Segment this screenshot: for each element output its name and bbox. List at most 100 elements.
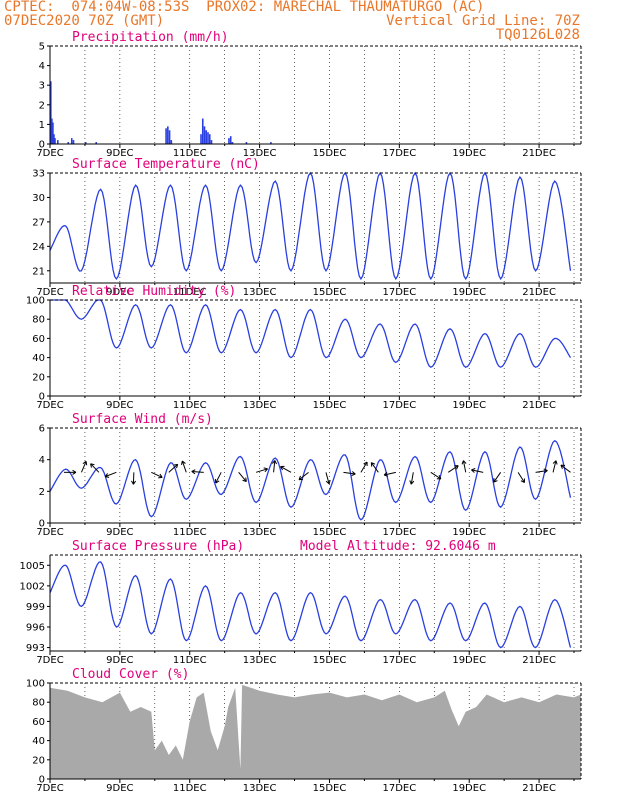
y-tick-label: 1002: [20, 581, 45, 592]
header-model-code: TQ0126L028: [495, 27, 580, 43]
y-tick-label: 20: [32, 755, 45, 766]
wind-arrow-head: [191, 469, 196, 475]
wind-arrow: [151, 471, 163, 478]
x-tick-label: 7DEC: [36, 287, 63, 298]
y-tick-label: 60: [32, 717, 45, 728]
y-tick-label: 2: [39, 100, 45, 111]
x-tick-label: 17DEC: [382, 655, 416, 666]
wind-arrow-head: [131, 480, 137, 485]
wind-arrow-head: [280, 465, 285, 471]
wind-arrow-head: [82, 460, 88, 466]
x-tick-label: 7DEC: [36, 783, 63, 794]
y-tick-label: 27: [32, 217, 45, 228]
header-station-line: CPTEC: 074:04W-08:53S PROX02: MARECHAL T…: [4, 0, 485, 15]
wind-arrow-head: [493, 478, 498, 483]
y-tick-label: 40: [32, 353, 45, 364]
x-tick-label: 21DEC: [522, 655, 556, 666]
x-tick-label: 11DEC: [173, 527, 207, 538]
x-tick-label: 13DEC: [243, 527, 277, 538]
wind-arrow: [560, 464, 571, 473]
precip-bar: [200, 134, 202, 144]
wind-arrow-head: [72, 469, 77, 475]
y-tick-label: 30: [32, 193, 45, 204]
wind-arrow-head: [298, 475, 304, 481]
x-tick-label: 21DEC: [522, 400, 556, 411]
y-tick-label: 4: [39, 61, 45, 72]
x-tick-label: 9DEC: [106, 783, 133, 794]
y-tick-label: 2: [39, 487, 45, 498]
wind-arrow-head: [520, 478, 525, 483]
panel-title-temperature: Surface Temperature (nC): [72, 157, 260, 172]
x-tick-label: 15DEC: [313, 783, 347, 794]
x-tick-label: 15DEC: [313, 148, 347, 159]
wind-arrow: [325, 472, 330, 485]
x-tick-label: 17DEC: [382, 287, 416, 298]
precip-bar: [208, 134, 211, 144]
y-tick-label: 0: [39, 392, 45, 403]
x-tick-label: 7DEC: [36, 527, 63, 538]
wind-arrow-head: [272, 460, 277, 465]
y-tick-label: 80: [32, 315, 45, 326]
precip-bar: [231, 142, 234, 144]
x-tick-label: 13DEC: [243, 655, 277, 666]
panel-title-pressure: Surface Pressure (hPa): [72, 539, 244, 554]
x-tick-label: 9DEC: [106, 287, 133, 298]
wind-arrow-head: [383, 471, 389, 477]
wind-arrow: [370, 462, 379, 473]
wind-arrow: [360, 461, 368, 473]
wind-arrow: [191, 470, 204, 473]
x-tick-label: 13DEC: [243, 400, 277, 411]
wind-arrow-head: [461, 460, 467, 465]
wind-arrow: [181, 460, 187, 473]
y-tick-label: 33: [32, 169, 45, 180]
y-tick-label: 80: [32, 698, 45, 709]
precip-bar: [229, 136, 232, 144]
wind-arrow: [280, 466, 292, 473]
x-tick-label: 7DEC: [36, 400, 63, 411]
y-tick-label: 100: [26, 679, 45, 690]
y-tick-label: 0: [39, 519, 45, 530]
x-tick-label: 15DEC: [313, 287, 347, 298]
x-tick-label: 11DEC: [173, 400, 207, 411]
wind-arrow-head: [242, 477, 247, 482]
y-tick-label: 1005: [20, 561, 45, 572]
precip-bar: [245, 142, 248, 144]
wind-arrow: [517, 472, 525, 483]
x-tick-label: 19DEC: [452, 527, 486, 538]
wind-arrow: [447, 465, 459, 473]
x-tick-label: 21DEC: [522, 783, 556, 794]
wind-arrow: [80, 461, 87, 473]
wind-arrow: [273, 460, 276, 473]
y-tick-label: 60: [32, 334, 45, 345]
x-tick-label: 11DEC: [173, 287, 207, 298]
y-tick-label: 0: [39, 775, 45, 786]
x-tick-label: 21DEC: [522, 287, 556, 298]
x-tick-label: 19DEC: [452, 287, 486, 298]
x-tick-label: 9DEC: [106, 655, 133, 666]
panel-title-cloud: Cloud Cover (%): [72, 667, 189, 682]
series-line-humidity: [50, 299, 572, 368]
panel-title-precipitation: Precipitation (mm/h): [72, 30, 229, 45]
y-tick-label: 996: [26, 623, 45, 634]
series-line-pressure: [49, 561, 572, 649]
precip-bar: [205, 130, 208, 144]
precip-bar: [170, 140, 173, 144]
y-tick-label: 3: [39, 81, 45, 92]
wind-arrow: [462, 460, 467, 473]
x-tick-label: 7DEC: [36, 655, 63, 666]
wind-arrow: [535, 469, 548, 473]
x-tick-label: 13DEC: [243, 783, 277, 794]
precip-bar: [67, 142, 70, 144]
wind-arrow-head: [471, 468, 476, 473]
x-tick-label: 17DEC: [382, 527, 416, 538]
precip-bar: [203, 126, 206, 144]
precip-bar: [95, 142, 98, 144]
x-tick-label: 21DEC: [522, 148, 556, 159]
precip-bar: [270, 142, 272, 144]
wind-arrow-head: [173, 463, 179, 469]
precip-bar: [84, 142, 87, 144]
wind-arrow-head: [214, 478, 220, 484]
precip-bar: [51, 118, 53, 144]
precip-bar: [228, 138, 230, 144]
